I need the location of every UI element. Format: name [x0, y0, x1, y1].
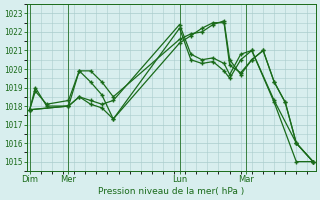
X-axis label: Pression niveau de la mer( hPa ): Pression niveau de la mer( hPa )	[98, 187, 244, 196]
